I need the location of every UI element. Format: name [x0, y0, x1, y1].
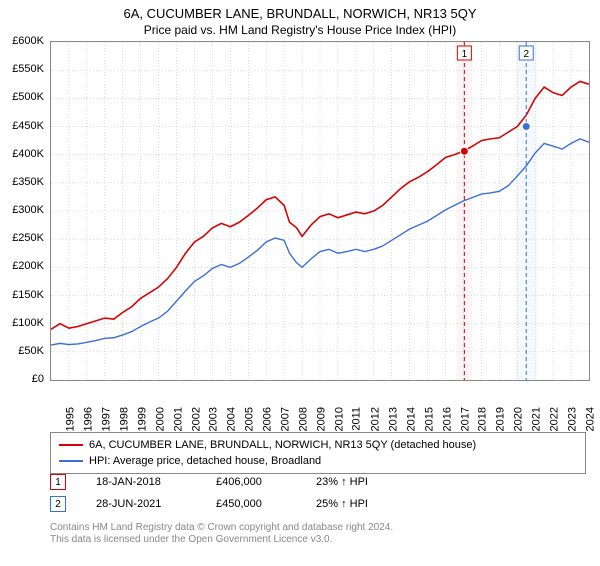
- x-tick-label: 1997: [100, 407, 112, 431]
- x-tick-label: 1995: [64, 407, 76, 431]
- y-tick-label: £350K: [12, 176, 44, 188]
- y-tick-label: £50K: [18, 345, 44, 357]
- legend-row-series-1: 6A, CUCUMBER LANE, BRUNDALL, NORWICH, NR…: [59, 437, 577, 453]
- x-tick-label: 2000: [154, 407, 166, 431]
- chart-area: £0 £50K £100K £150K £200K £250K £300K £350K £400…: [0, 41, 600, 401]
- x-tick-label: 2005: [244, 407, 256, 431]
- marker-price-1: £406,000: [216, 476, 286, 488]
- x-tick-label: 2012: [369, 407, 381, 431]
- legend-swatch-2: [59, 460, 83, 462]
- chart-title: 6A, CUCUMBER LANE, BRUNDALL, NORWICH, NR…: [0, 6, 600, 21]
- marker-box-1: 1: [50, 474, 66, 490]
- legend-label-2: HPI: Average price, detached house, Broa…: [89, 453, 321, 469]
- attribution: Contains HM Land Registry data © Crown c…: [50, 522, 393, 546]
- marker-row-2: 2 28-JUN-2021 £450,000 25% ↑ HPI: [50, 496, 406, 512]
- legend: 6A, CUCUMBER LANE, BRUNDALL, NORWICH, NR…: [50, 432, 586, 474]
- x-tick-label: 2019: [495, 407, 507, 431]
- y-tick-label: £0: [32, 373, 44, 385]
- x-tick-label: 1999: [136, 407, 148, 431]
- y-tick-label: £500K: [12, 91, 44, 103]
- x-tick-label: 2016: [441, 407, 453, 431]
- x-axis-labels: 1995199619971998199920002001200220032004…: [50, 383, 590, 423]
- y-tick-label: £100K: [12, 317, 44, 329]
- x-tick-label: 2020: [513, 407, 525, 431]
- plot-region: 12: [50, 41, 590, 381]
- x-tick-label: 2022: [549, 407, 561, 431]
- marker-date-1: 18-JAN-2018: [96, 476, 186, 488]
- x-tick-label: 2014: [405, 407, 417, 431]
- y-tick-label: £450K: [12, 120, 44, 132]
- marker-box-2: 2: [50, 496, 66, 512]
- x-tick-label: 2010: [333, 407, 345, 431]
- y-tick-label: £200K: [12, 260, 44, 272]
- attribution-line-1: Contains HM Land Registry data © Crown c…: [50, 522, 393, 534]
- x-tick-label: 2024: [585, 407, 597, 431]
- attribution-line-2: This data is licensed under the Open Gov…: [50, 534, 393, 546]
- svg-text:2: 2: [523, 49, 529, 60]
- marker-row-1: 1 18-JAN-2018 £406,000 23% ↑ HPI: [50, 474, 406, 490]
- x-tick-label: 2013: [387, 407, 399, 431]
- plot-svg: 12: [51, 42, 589, 380]
- x-tick-label: 2017: [459, 407, 471, 431]
- x-tick-label: 2008: [298, 407, 310, 431]
- x-tick-label: 2009: [316, 407, 328, 431]
- marker-price-2: £450,000: [216, 498, 286, 510]
- y-tick-label: £550K: [12, 63, 44, 75]
- x-tick-label: 2004: [226, 407, 238, 431]
- x-tick-label: 2011: [351, 407, 363, 431]
- sale-markers-table: 1 18-JAN-2018 £406,000 23% ↑ HPI 2 28-JU…: [50, 474, 406, 518]
- x-tick-label: 2018: [477, 407, 489, 431]
- y-tick-label: £300K: [12, 204, 44, 216]
- x-tick-label: 1998: [118, 407, 130, 431]
- x-tick-label: 2001: [172, 407, 184, 431]
- y-tick-label: £250K: [12, 232, 44, 244]
- x-tick-label: 2023: [567, 407, 579, 431]
- x-tick-label: 2002: [190, 407, 202, 431]
- marker-date-2: 28-JUN-2021: [96, 498, 186, 510]
- x-tick-label: 2021: [531, 407, 543, 431]
- marker-pct-1: 23% ↑ HPI: [316, 476, 406, 488]
- y-tick-label: £400K: [12, 148, 44, 160]
- y-tick-label: £600K: [12, 35, 44, 47]
- chart-subtitle: Price paid vs. HM Land Registry's House …: [0, 23, 600, 37]
- legend-row-series-2: HPI: Average price, detached house, Broa…: [59, 453, 577, 469]
- x-tick-label: 2007: [280, 407, 292, 431]
- legend-label-1: 6A, CUCUMBER LANE, BRUNDALL, NORWICH, NR…: [89, 437, 476, 453]
- y-tick-label: £150K: [12, 289, 44, 301]
- y-axis-labels: £0£50K£100K£150K£200K£250K£300K£350K£400…: [0, 41, 48, 381]
- x-tick-label: 2015: [423, 407, 435, 431]
- legend-swatch-1: [59, 444, 83, 446]
- x-tick-label: 2006: [262, 407, 274, 431]
- x-tick-label: 1996: [82, 407, 94, 431]
- x-tick-label: 2003: [208, 407, 220, 431]
- svg-text:1: 1: [462, 49, 468, 60]
- marker-pct-2: 25% ↑ HPI: [316, 498, 406, 510]
